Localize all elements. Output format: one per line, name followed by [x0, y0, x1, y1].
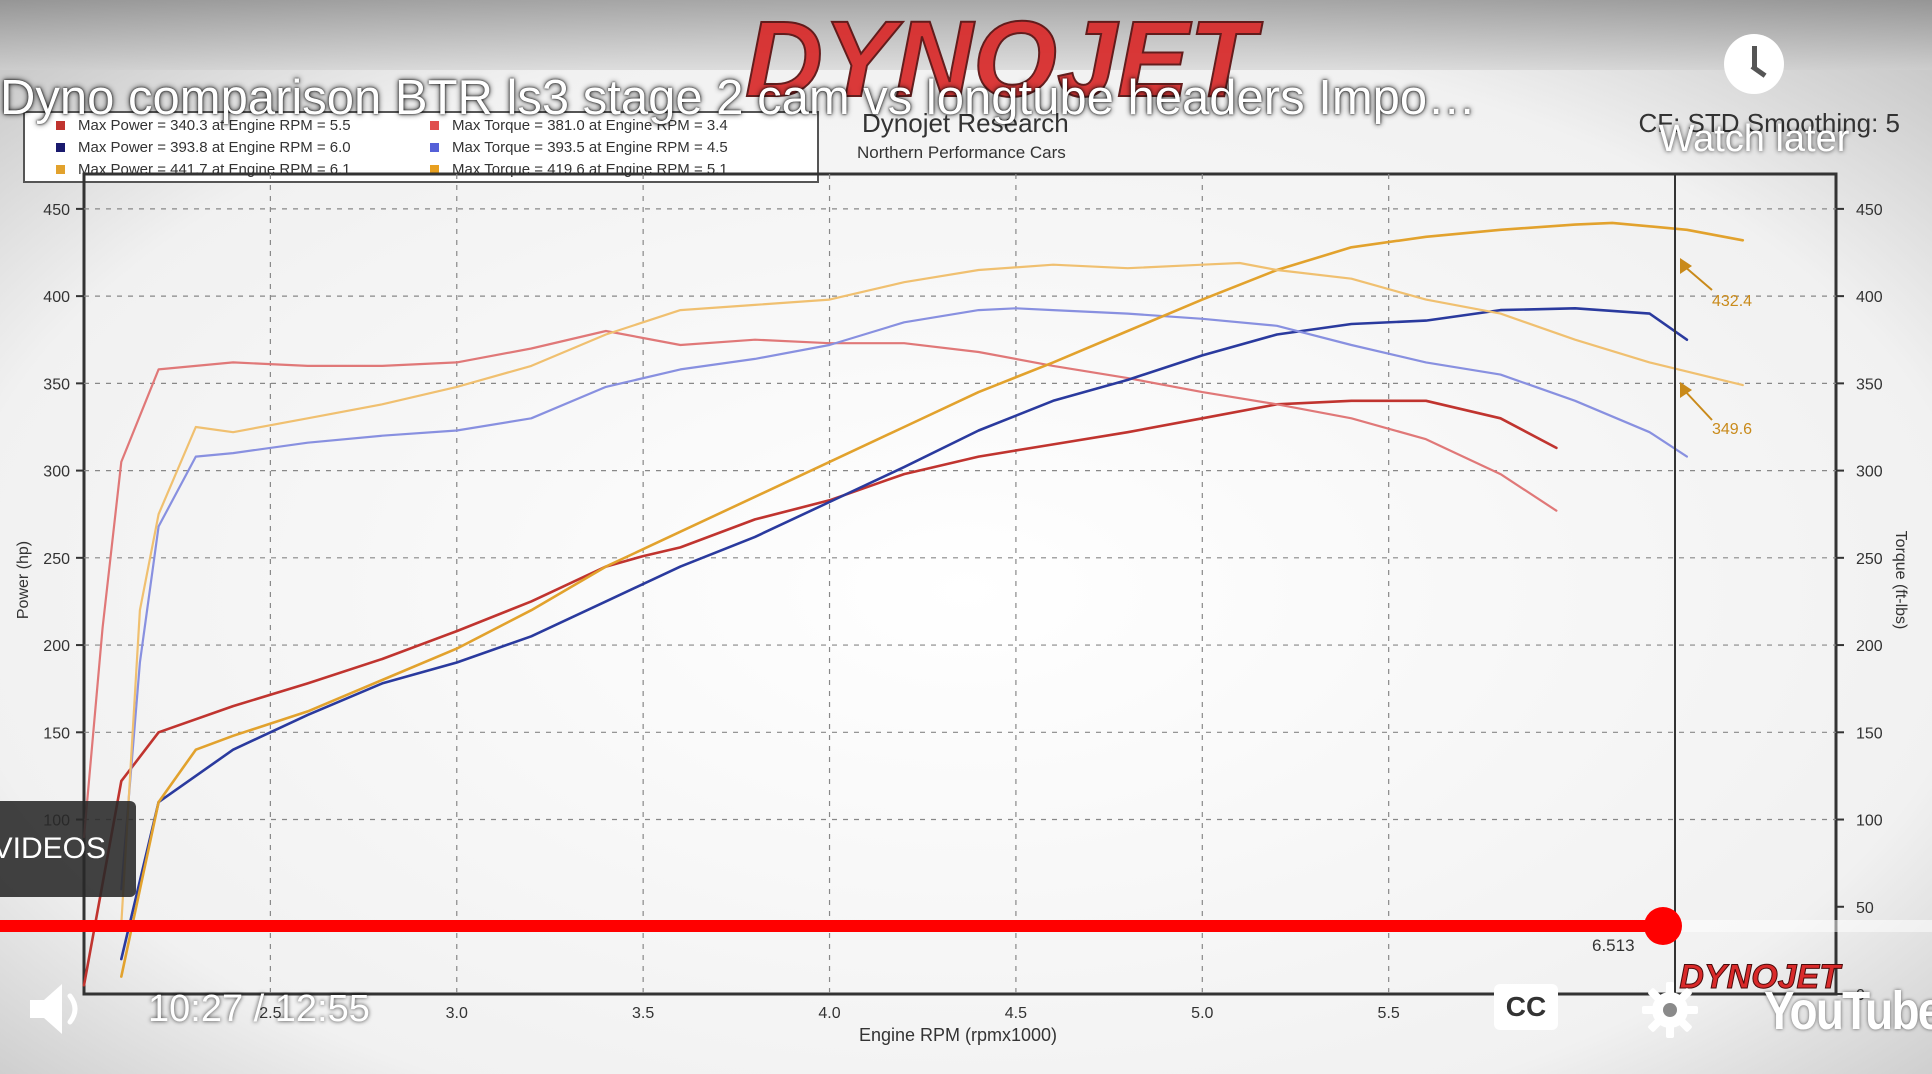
x-axis-label: Engine RPM (rpmx1000): [859, 1025, 1057, 1045]
y2-tick-label: 200: [1856, 638, 1883, 655]
x-tick-label: 4.0: [818, 1005, 840, 1022]
legend-torque-entry: Max Torque = 393.5 at Engine RPM = 4.5: [452, 139, 728, 156]
y2-tick-label: 0: [1856, 987, 1865, 1004]
dynojet-footer-logo: DYNOJET: [1679, 958, 1843, 996]
cc-icon[interactable]: CC: [1494, 984, 1558, 1030]
x-tick-label: 4.5: [1005, 1005, 1027, 1022]
series-line-2: [82, 329, 1558, 839]
y-tick-label: 300: [43, 464, 70, 481]
current-time: 10:27: [148, 988, 244, 1030]
volume-icon[interactable]: [22, 974, 92, 1044]
time-display: 10:27 / 12:55: [148, 988, 370, 1031]
y2-tick-label: 350: [1856, 376, 1883, 393]
power-annotation: 432.4: [1712, 293, 1752, 310]
legend-power-entry: Max Power = 393.8 at Engine RPM = 6.0: [78, 139, 351, 156]
x-tick-label: 5.0: [1191, 1005, 1213, 1022]
legend-torque-swatch: [430, 165, 439, 174]
more-videos-button[interactable]: VIDEOS: [0, 801, 136, 897]
progress-bar[interactable]: [0, 907, 1932, 945]
y-tick-label: 150: [43, 725, 70, 742]
y2-tick-label: 300: [1856, 464, 1883, 481]
cf-smoothing-text: CF: STD Smoothing: 5: [1638, 108, 1900, 138]
torque-annotation: 349.6: [1712, 421, 1752, 438]
time-separator: /: [243, 988, 275, 1030]
series-line-1: [82, 399, 1558, 987]
watch-later-label: Watch later: [1658, 118, 1850, 160]
torque-annotation-leader: [1683, 389, 1713, 421]
progress-played: [0, 920, 1664, 932]
legend-power-swatch: [56, 121, 65, 130]
legend: Max Power = 340.3 at Engine RPM = 5.5 Max…: [23, 111, 819, 183]
y-tick-label: 200: [43, 638, 70, 655]
legend-torque-swatch: [430, 143, 439, 152]
x-tick-label: 3.0: [446, 1005, 468, 1022]
progress-scrubber-handle[interactable]: [1644, 907, 1683, 945]
y2-axis-label: Torque (ft-lbs): [1892, 531, 1909, 630]
youtube-logo[interactable]: YouTube: [1764, 981, 1932, 1041]
clock-icon: [1724, 34, 1784, 94]
legend-power-swatch: [56, 165, 65, 174]
chart-axes: 2.5 3.0 3.5 4.0 4.5 5.0 5.5 100 150 200 250 300 350 4…: [43, 202, 1883, 1022]
y-tick-label: 400: [43, 289, 70, 306]
series-line-4: [120, 307, 1689, 891]
x-tick-label: 2.5: [259, 1005, 281, 1022]
y2-tick-label: 400: [1856, 289, 1883, 306]
y2-tick-label: 100: [1856, 813, 1883, 830]
settings-gear-icon[interactable]: [1640, 980, 1700, 1040]
x-tick-label: 3.5: [632, 1005, 654, 1022]
total-time: 12:55: [274, 988, 370, 1030]
power-annotation-leader: [1683, 265, 1713, 291]
legend-torque-entry: Max Torque = 381.0 at Engine RPM = 3.4: [452, 117, 728, 134]
x-tick-label: 5.5: [1378, 1005, 1400, 1022]
video-title[interactable]: Dyno comparison BTR ls3 stage 2 cam vs l…: [0, 71, 1477, 125]
y-tick-label: 450: [43, 202, 70, 219]
series-line-5: [120, 221, 1745, 978]
legend-torque-swatch: [430, 121, 439, 130]
series-line-3: [120, 306, 1689, 961]
y-axis-label: Power (hp): [15, 541, 32, 619]
company-name: Dynojet Research: [862, 108, 1069, 138]
dynojet-brand: DYNOJET: [745, 0, 1263, 119]
y2-tick-label: 450: [1856, 202, 1883, 219]
shop-name: Northern Performance Cars: [857, 143, 1066, 162]
power-cursor-marker: [1680, 258, 1692, 274]
legend-power-swatch: [56, 143, 65, 152]
y2-tick-label: 50: [1856, 900, 1874, 917]
chart-grid: [84, 174, 1836, 994]
watch-later-button[interactable]: Watch later: [1604, 34, 1904, 161]
y-tick-label: 350: [43, 376, 70, 393]
series-line-6: [120, 261, 1744, 926]
torque-cursor-marker: [1680, 382, 1692, 398]
y2-tick-label: 250: [1856, 551, 1883, 568]
y-tick-label: 250: [43, 551, 70, 568]
legend-power-entry: Max Power = 340.3 at Engine RPM = 5.5: [78, 117, 351, 134]
chart-series: [82, 221, 1745, 987]
y2-tick-label: 150: [1856, 725, 1883, 742]
rpm-cursor-readout: 6.513: [1592, 936, 1635, 955]
